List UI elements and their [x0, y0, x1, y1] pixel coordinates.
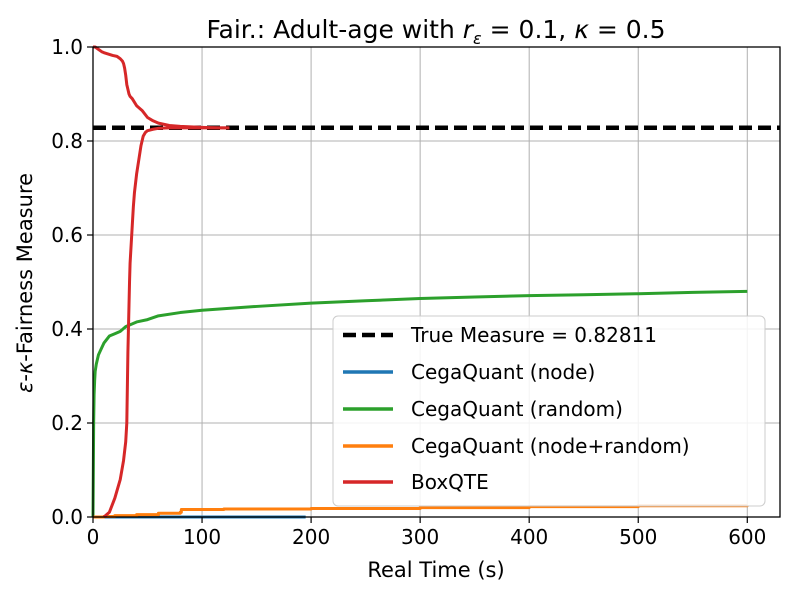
x-tick-label: 100 [183, 525, 221, 549]
series-line-boxqte [102, 126, 230, 519]
y-tick-label: 0.8 [51, 129, 83, 153]
legend-label-cegaquant-random: CegaQuant (random) [411, 397, 623, 421]
y-tick-label: 1.0 [51, 35, 83, 59]
axis-ticks: 0 100 200 300 400 500 600 0.0 0.2 0.4 0.6 0.8 1.0 [51, 35, 766, 549]
legend: True Measure = 0.82811 CegaQuant (node) … [332, 315, 766, 507]
y-tick-label: 0.2 [51, 411, 83, 435]
legend-label-cegaquant-node-random: CegaQuant (node+random) [411, 434, 690, 458]
x-axis-label: Real Time (s) [367, 558, 504, 582]
x-tick-label: 500 [619, 525, 657, 549]
x-tick-label: 600 [728, 525, 766, 549]
legend-box [332, 315, 766, 507]
chart-title: Fair.: Adult-age with rε = 0.1, κ = 0.5 [206, 15, 665, 48]
x-tick-label: 0 [87, 525, 100, 549]
y-axis-label: ε-κ-Fairness Measure [13, 173, 37, 393]
y-tick-label: 0.0 [51, 505, 83, 529]
legend-label-cegaquant-node: CegaQuant (node) [411, 360, 595, 384]
legend-label-true-measure: True Measure = 0.82811 [410, 323, 657, 347]
y-tick-label: 0.6 [51, 223, 83, 247]
legend-label-boxqte: BoxQTE [411, 470, 489, 494]
x-tick-label: 300 [401, 525, 439, 549]
series-line-cegaquant-node-random [93, 504, 749, 519]
x-tick-label: 400 [510, 525, 548, 549]
series-line-boxqte [93, 45, 230, 130]
y-tick-label: 0.4 [51, 317, 83, 341]
plot-frame [92, 46, 781, 518]
series-line-cegaquant-random [91, 289, 748, 518]
x-tick-label: 200 [292, 525, 330, 549]
